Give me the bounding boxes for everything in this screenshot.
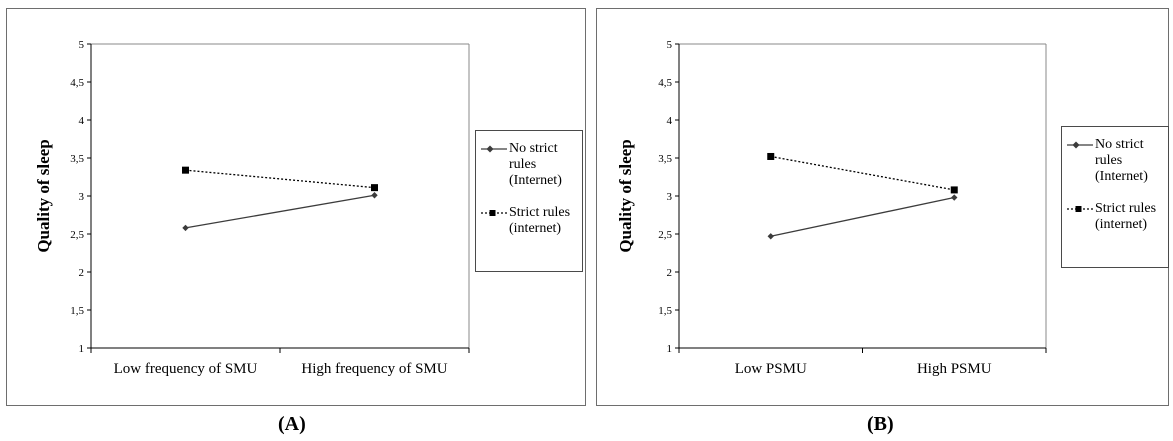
data-point-square [767,152,775,160]
chart-a-svg: 1 1,5 2 2,5 3 3,5 4 4,5 5 Low frequency of SMU Hig… [34,39,470,377]
data-point-diamond [371,192,378,199]
y-tick-label: 2 [79,267,85,279]
legend-label-line: Strict rules [1095,201,1157,216]
data-point-diamond [767,233,774,240]
series-line-no-strict-rules [770,196,955,237]
y-tick-label: 3,5 [70,153,84,165]
panel-caption-a: (A) [278,413,306,435]
panel-caption-b: (B) [867,413,894,435]
y-tick-label: 5 [667,39,673,51]
legend-label-line: Strict rules [509,205,571,220]
y-tick-label: 5 [79,39,85,51]
legend-label-line: rules [1095,153,1123,168]
y-tick-label: 4 [79,115,85,127]
x-tick-label: High frequency of SMU [301,361,447,377]
data-point-square [371,184,378,192]
legend-b: No strict rules (Internet) Strict rules … [1061,126,1169,268]
x-tick-label: Low frequency of SMU [114,361,258,377]
y-tick-label: 3 [79,191,85,203]
data-point-square [950,186,958,194]
y-tick-label: 4,5 [70,77,84,89]
y-axis-label: Quality of sleep [34,139,53,252]
y-tick-label: 4,5 [658,77,672,89]
legend-item-no-strict-rules: No strict rules (Internet) [479,141,579,189]
y-tick-label: 1 [667,343,673,355]
data-point-diamond [182,224,189,232]
legend-item-strict-rules: Strict rules (internet) [479,205,579,237]
y-tick-label: 4 [667,115,673,127]
chart-b-svg: 1 1,5 2 2,5 3 3,5 4 4,5 5 Low PSMU High PSMU Qualit… [616,39,1047,377]
y-tick-label: 3,5 [658,153,672,165]
data-point-square [182,166,189,174]
y-tick-label: 1,5 [70,305,84,317]
legend-swatch-dotted-square [1067,206,1093,212]
chart-panel-b: 1 1,5 2 2,5 3 3,5 4 4,5 5 Low PSMU High PSMU Qualit… [596,8,1169,406]
y-tick-label: 3 [667,191,673,203]
y-tick-label: 2 [667,267,673,279]
legend-label-line: No strict [1095,137,1144,152]
chart-panel-a: 1 1,5 2 2,5 3 3,5 4 4,5 5 Low frequency of SMU Hig… [6,8,586,406]
legend-label-line: (Internet) [1095,169,1148,184]
legend-swatch-solid-diamond [1067,141,1093,149]
legend-item-strict-rules: Strict rules (internet) [1065,201,1165,233]
data-point-diamond [951,194,958,201]
y-tick-label: 1,5 [658,305,672,317]
legend-swatch-solid-diamond [481,145,507,153]
series-line-strict-rules [770,155,955,191]
series-line-strict-rules [185,169,375,189]
y-tick-label: 2,5 [658,229,672,241]
legend-label-line: (Internet) [509,173,562,188]
legend-label-line: (internet) [509,221,562,236]
y-tick-label: 2,5 [70,229,84,241]
legend-a: No strict rules (Internet) Strict rules … [475,130,583,272]
y-axis-label: Quality of sleep [616,139,635,252]
legend-item-no-strict-rules: No strict rules (Internet) [1065,137,1165,185]
legend-label-line: (internet) [1095,217,1148,232]
legend-swatch-dotted-square [481,210,507,216]
x-tick-label: High PSMU [917,361,992,377]
x-tick-label: Low PSMU [735,361,807,377]
legend-label-line: rules [509,157,537,172]
legend-label-line: No strict [509,141,558,156]
series-line-no-strict-rules [185,194,375,229]
y-tick-label: 1 [79,343,85,355]
